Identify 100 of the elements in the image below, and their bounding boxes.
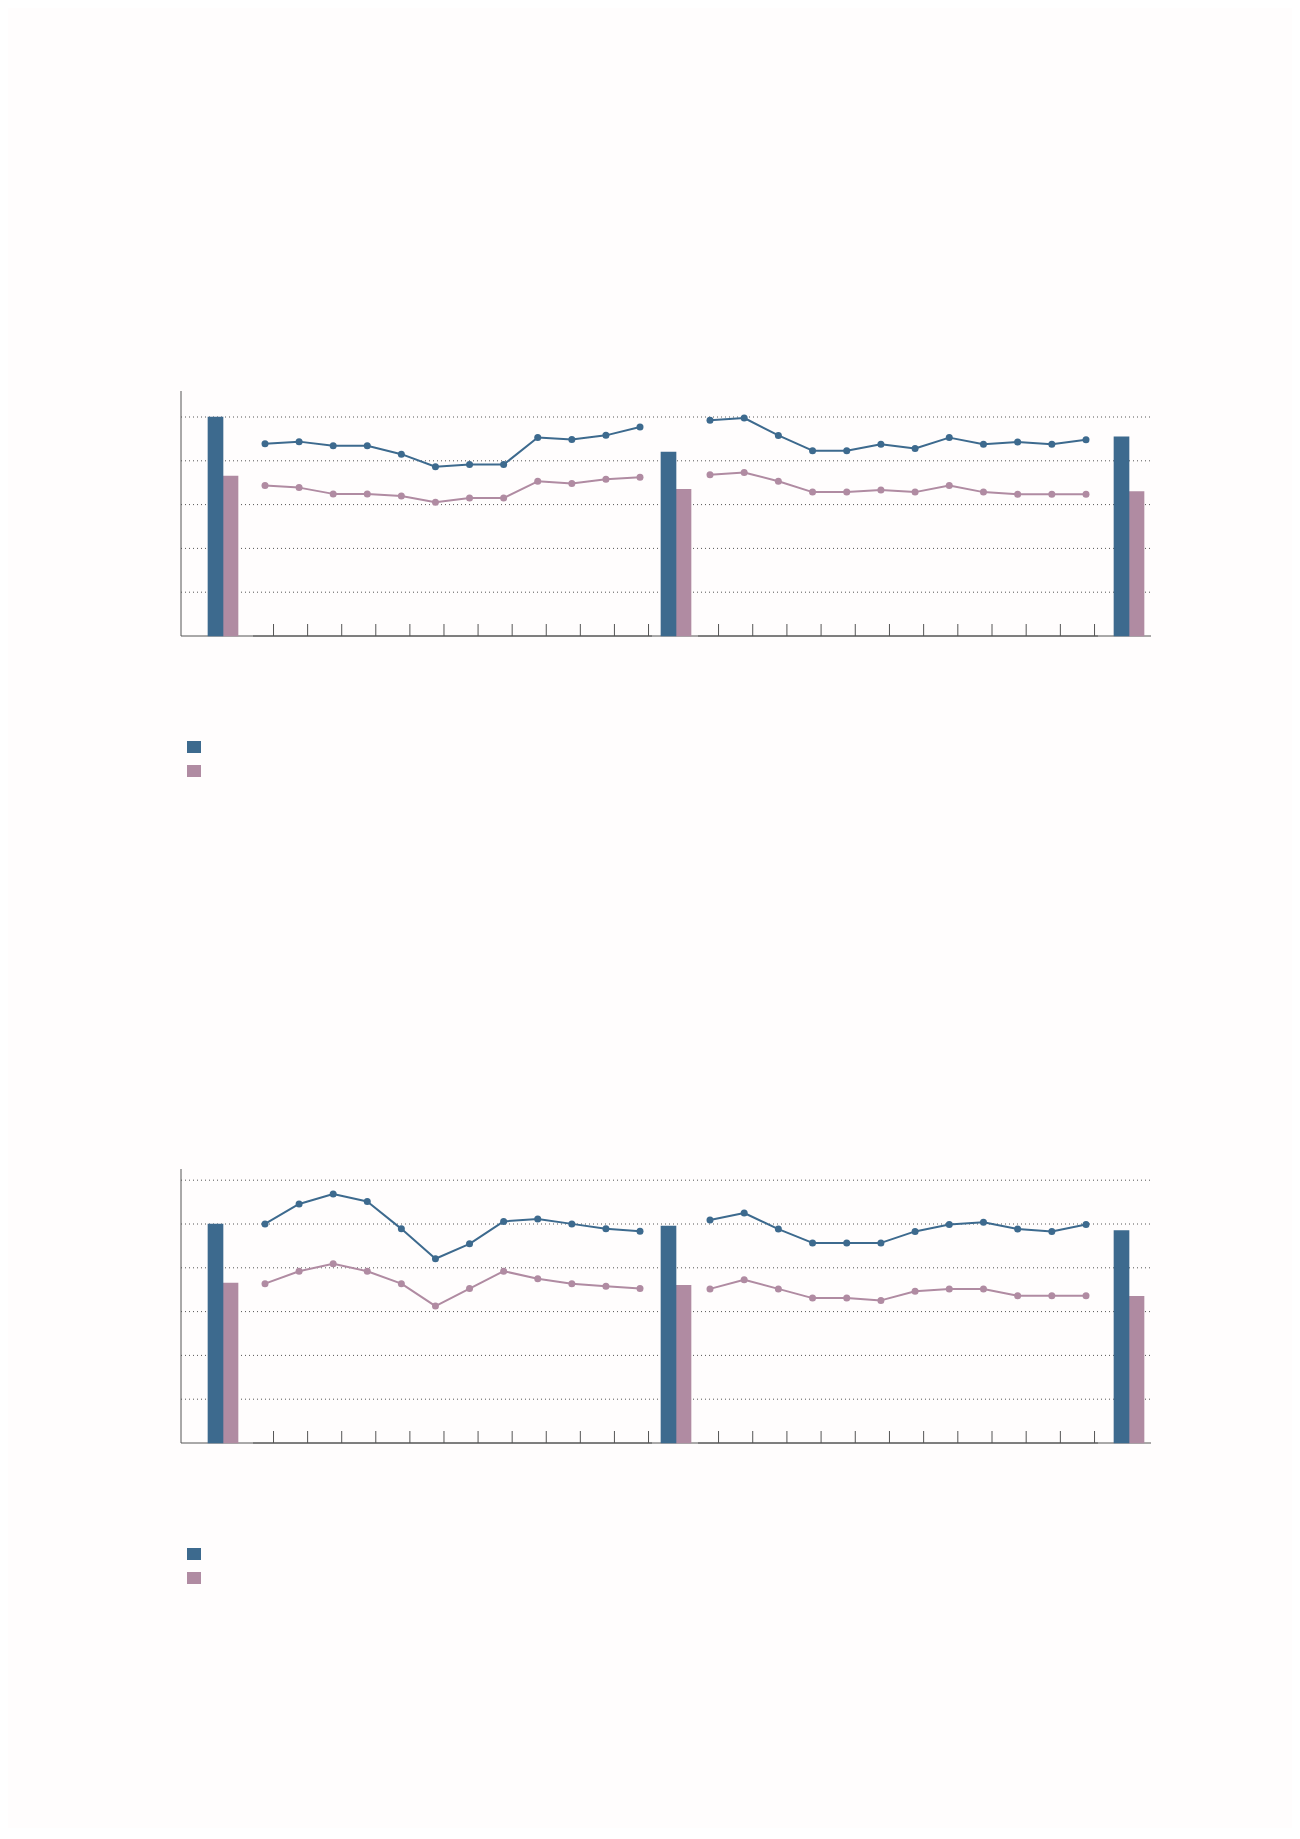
point xyxy=(534,1215,542,1223)
point xyxy=(363,442,371,450)
point xyxy=(568,436,576,444)
point xyxy=(843,1239,851,1247)
point xyxy=(843,447,851,455)
point xyxy=(431,1302,439,1310)
point xyxy=(809,488,817,496)
point xyxy=(534,477,542,485)
point xyxy=(295,438,303,446)
point xyxy=(911,445,919,453)
point xyxy=(1048,440,1056,448)
point xyxy=(979,440,987,448)
point xyxy=(1014,438,1022,446)
point xyxy=(1048,1292,1056,1300)
point xyxy=(1048,490,1056,498)
point xyxy=(500,1267,508,1275)
point xyxy=(877,1239,885,1247)
point xyxy=(843,1294,851,1302)
point xyxy=(431,1255,439,1263)
point xyxy=(466,1240,474,1248)
point xyxy=(261,440,269,448)
point xyxy=(1014,1292,1022,1300)
point xyxy=(636,1285,644,1293)
point xyxy=(911,1287,919,1295)
point xyxy=(877,1296,885,1304)
point xyxy=(397,1225,405,1233)
point xyxy=(1082,1221,1090,1228)
bar xyxy=(675,1284,692,1444)
point xyxy=(329,490,337,498)
bar xyxy=(1128,1295,1145,1444)
bar xyxy=(222,1282,239,1444)
bar xyxy=(207,416,224,637)
point xyxy=(602,431,610,439)
point xyxy=(774,431,782,439)
bar xyxy=(660,1225,677,1444)
point xyxy=(809,1239,817,1247)
point xyxy=(945,1221,953,1228)
point xyxy=(979,488,987,496)
point xyxy=(466,494,474,502)
point xyxy=(500,461,508,469)
point xyxy=(877,440,885,448)
bar xyxy=(1113,1230,1130,1444)
point xyxy=(979,1218,987,1226)
point xyxy=(363,490,371,498)
point xyxy=(397,1280,405,1288)
point xyxy=(636,1227,644,1235)
point xyxy=(602,1282,610,1290)
point xyxy=(329,1260,337,1268)
point xyxy=(534,433,542,441)
point xyxy=(706,1216,714,1224)
point xyxy=(1082,1292,1090,1300)
point xyxy=(363,1267,371,1275)
point xyxy=(911,1227,919,1235)
point xyxy=(945,1285,953,1293)
point xyxy=(534,1275,542,1283)
bar xyxy=(1113,436,1130,637)
point xyxy=(363,1197,371,1205)
point xyxy=(261,1280,269,1288)
bar xyxy=(222,475,239,637)
point xyxy=(329,1190,337,1198)
point xyxy=(295,1200,303,1208)
point xyxy=(740,469,748,476)
bar xyxy=(1128,491,1145,637)
point xyxy=(397,450,405,458)
point xyxy=(1082,490,1090,498)
point xyxy=(261,482,269,490)
bar xyxy=(660,451,677,637)
point xyxy=(602,1225,610,1233)
point xyxy=(568,1220,576,1228)
point xyxy=(774,1285,782,1293)
point xyxy=(602,475,610,483)
point xyxy=(329,442,337,450)
point xyxy=(740,1209,748,1217)
point xyxy=(568,1280,576,1288)
point xyxy=(397,492,405,500)
point xyxy=(809,1294,817,1302)
point xyxy=(740,414,748,422)
point xyxy=(945,482,953,490)
point xyxy=(877,486,885,494)
point xyxy=(1014,490,1022,498)
point xyxy=(1014,1225,1022,1233)
point xyxy=(636,473,644,481)
point xyxy=(774,477,782,485)
point xyxy=(261,1220,269,1228)
point xyxy=(568,479,576,487)
point xyxy=(1048,1227,1056,1235)
bar xyxy=(207,1223,224,1444)
point xyxy=(979,1285,987,1293)
point xyxy=(706,416,714,424)
point xyxy=(911,488,919,496)
point xyxy=(706,471,714,479)
point xyxy=(945,434,953,442)
point xyxy=(500,1217,508,1225)
point xyxy=(636,423,644,431)
point xyxy=(466,461,474,469)
bar xyxy=(675,488,692,637)
point xyxy=(774,1225,782,1233)
point xyxy=(466,1285,474,1293)
point xyxy=(431,498,439,506)
point xyxy=(295,1267,303,1275)
